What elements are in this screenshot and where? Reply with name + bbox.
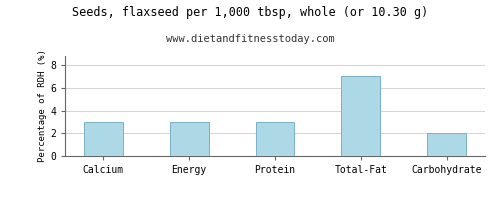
Text: www.dietandfitnesstoday.com: www.dietandfitnesstoday.com: [166, 34, 334, 44]
Text: Seeds, flaxseed per 1,000 tbsp, whole (or 10.30 g): Seeds, flaxseed per 1,000 tbsp, whole (o…: [72, 6, 428, 19]
Bar: [170, 122, 208, 156]
Bar: [84, 122, 122, 156]
Y-axis label: Percentage of RDH (%): Percentage of RDH (%): [38, 50, 48, 162]
Bar: [428, 133, 466, 156]
Bar: [256, 122, 294, 156]
Bar: [342, 76, 380, 156]
